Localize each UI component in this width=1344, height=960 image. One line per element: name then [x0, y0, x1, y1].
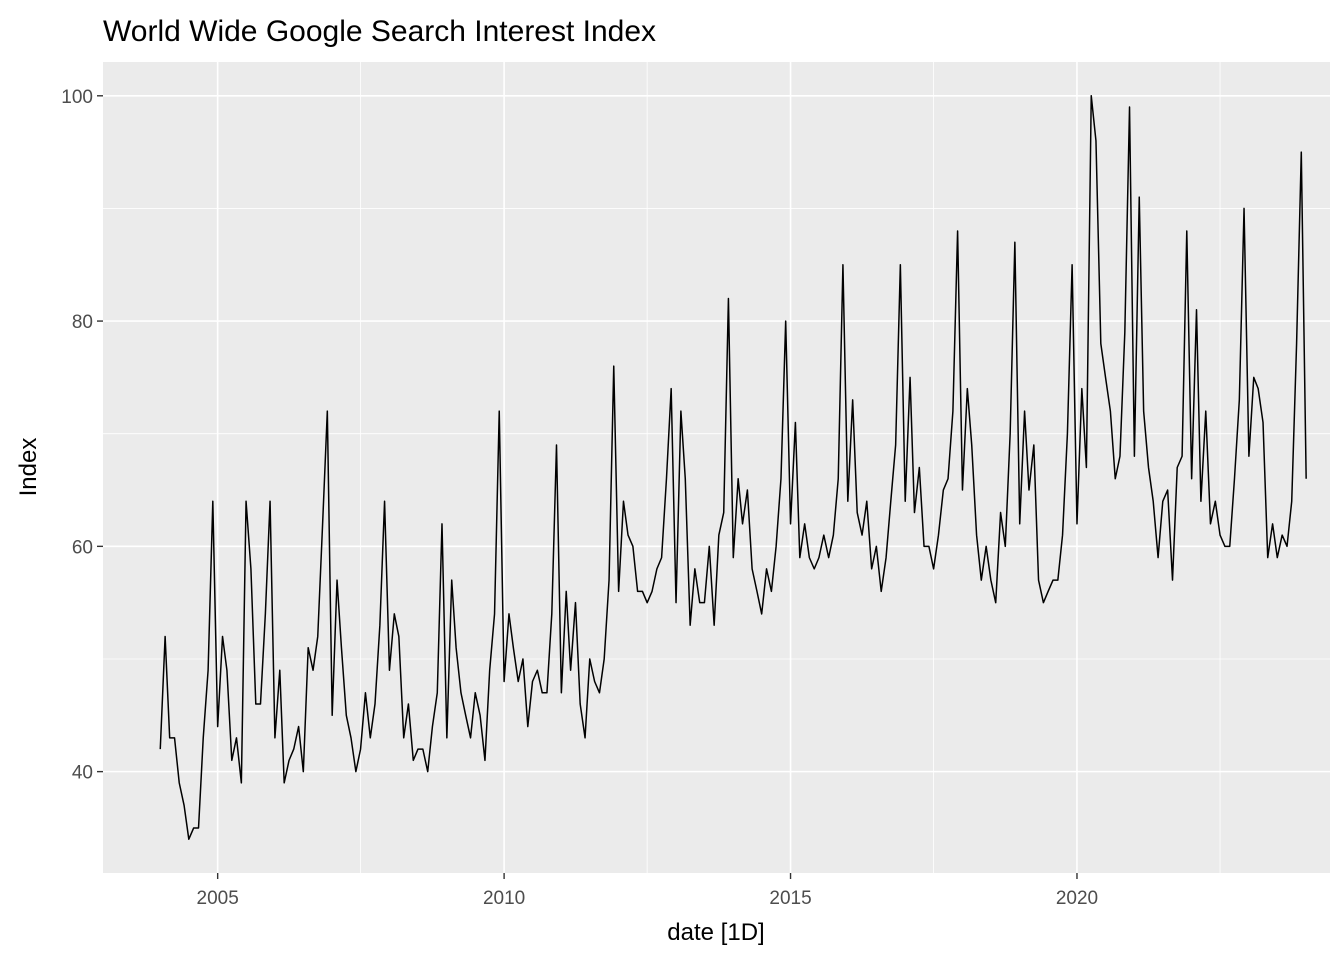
- y-axis-title: Index: [15, 438, 42, 497]
- y-tick-label: 60: [72, 537, 93, 558]
- y-tick-label: 40: [72, 763, 93, 784]
- chart-title: World Wide Google Search Interest Index: [103, 15, 656, 48]
- y-tick-label: 80: [72, 312, 93, 333]
- x-tick-label: 2005: [197, 888, 239, 909]
- plot-panel: [103, 62, 1330, 873]
- x-axis-title: date [1D]: [667, 919, 764, 946]
- x-tick-label: 2015: [769, 888, 811, 909]
- x-tick-label: 2010: [483, 888, 525, 909]
- y-axis: 40 60 80 100: [61, 87, 103, 784]
- minor-gridlines: [103, 62, 1330, 873]
- y-tick-label: 100: [61, 87, 93, 108]
- x-tick-label: 2020: [1056, 888, 1098, 909]
- series-line: [159, 95, 1307, 840]
- x-axis: 2005 2010 2015 2020: [197, 873, 1098, 909]
